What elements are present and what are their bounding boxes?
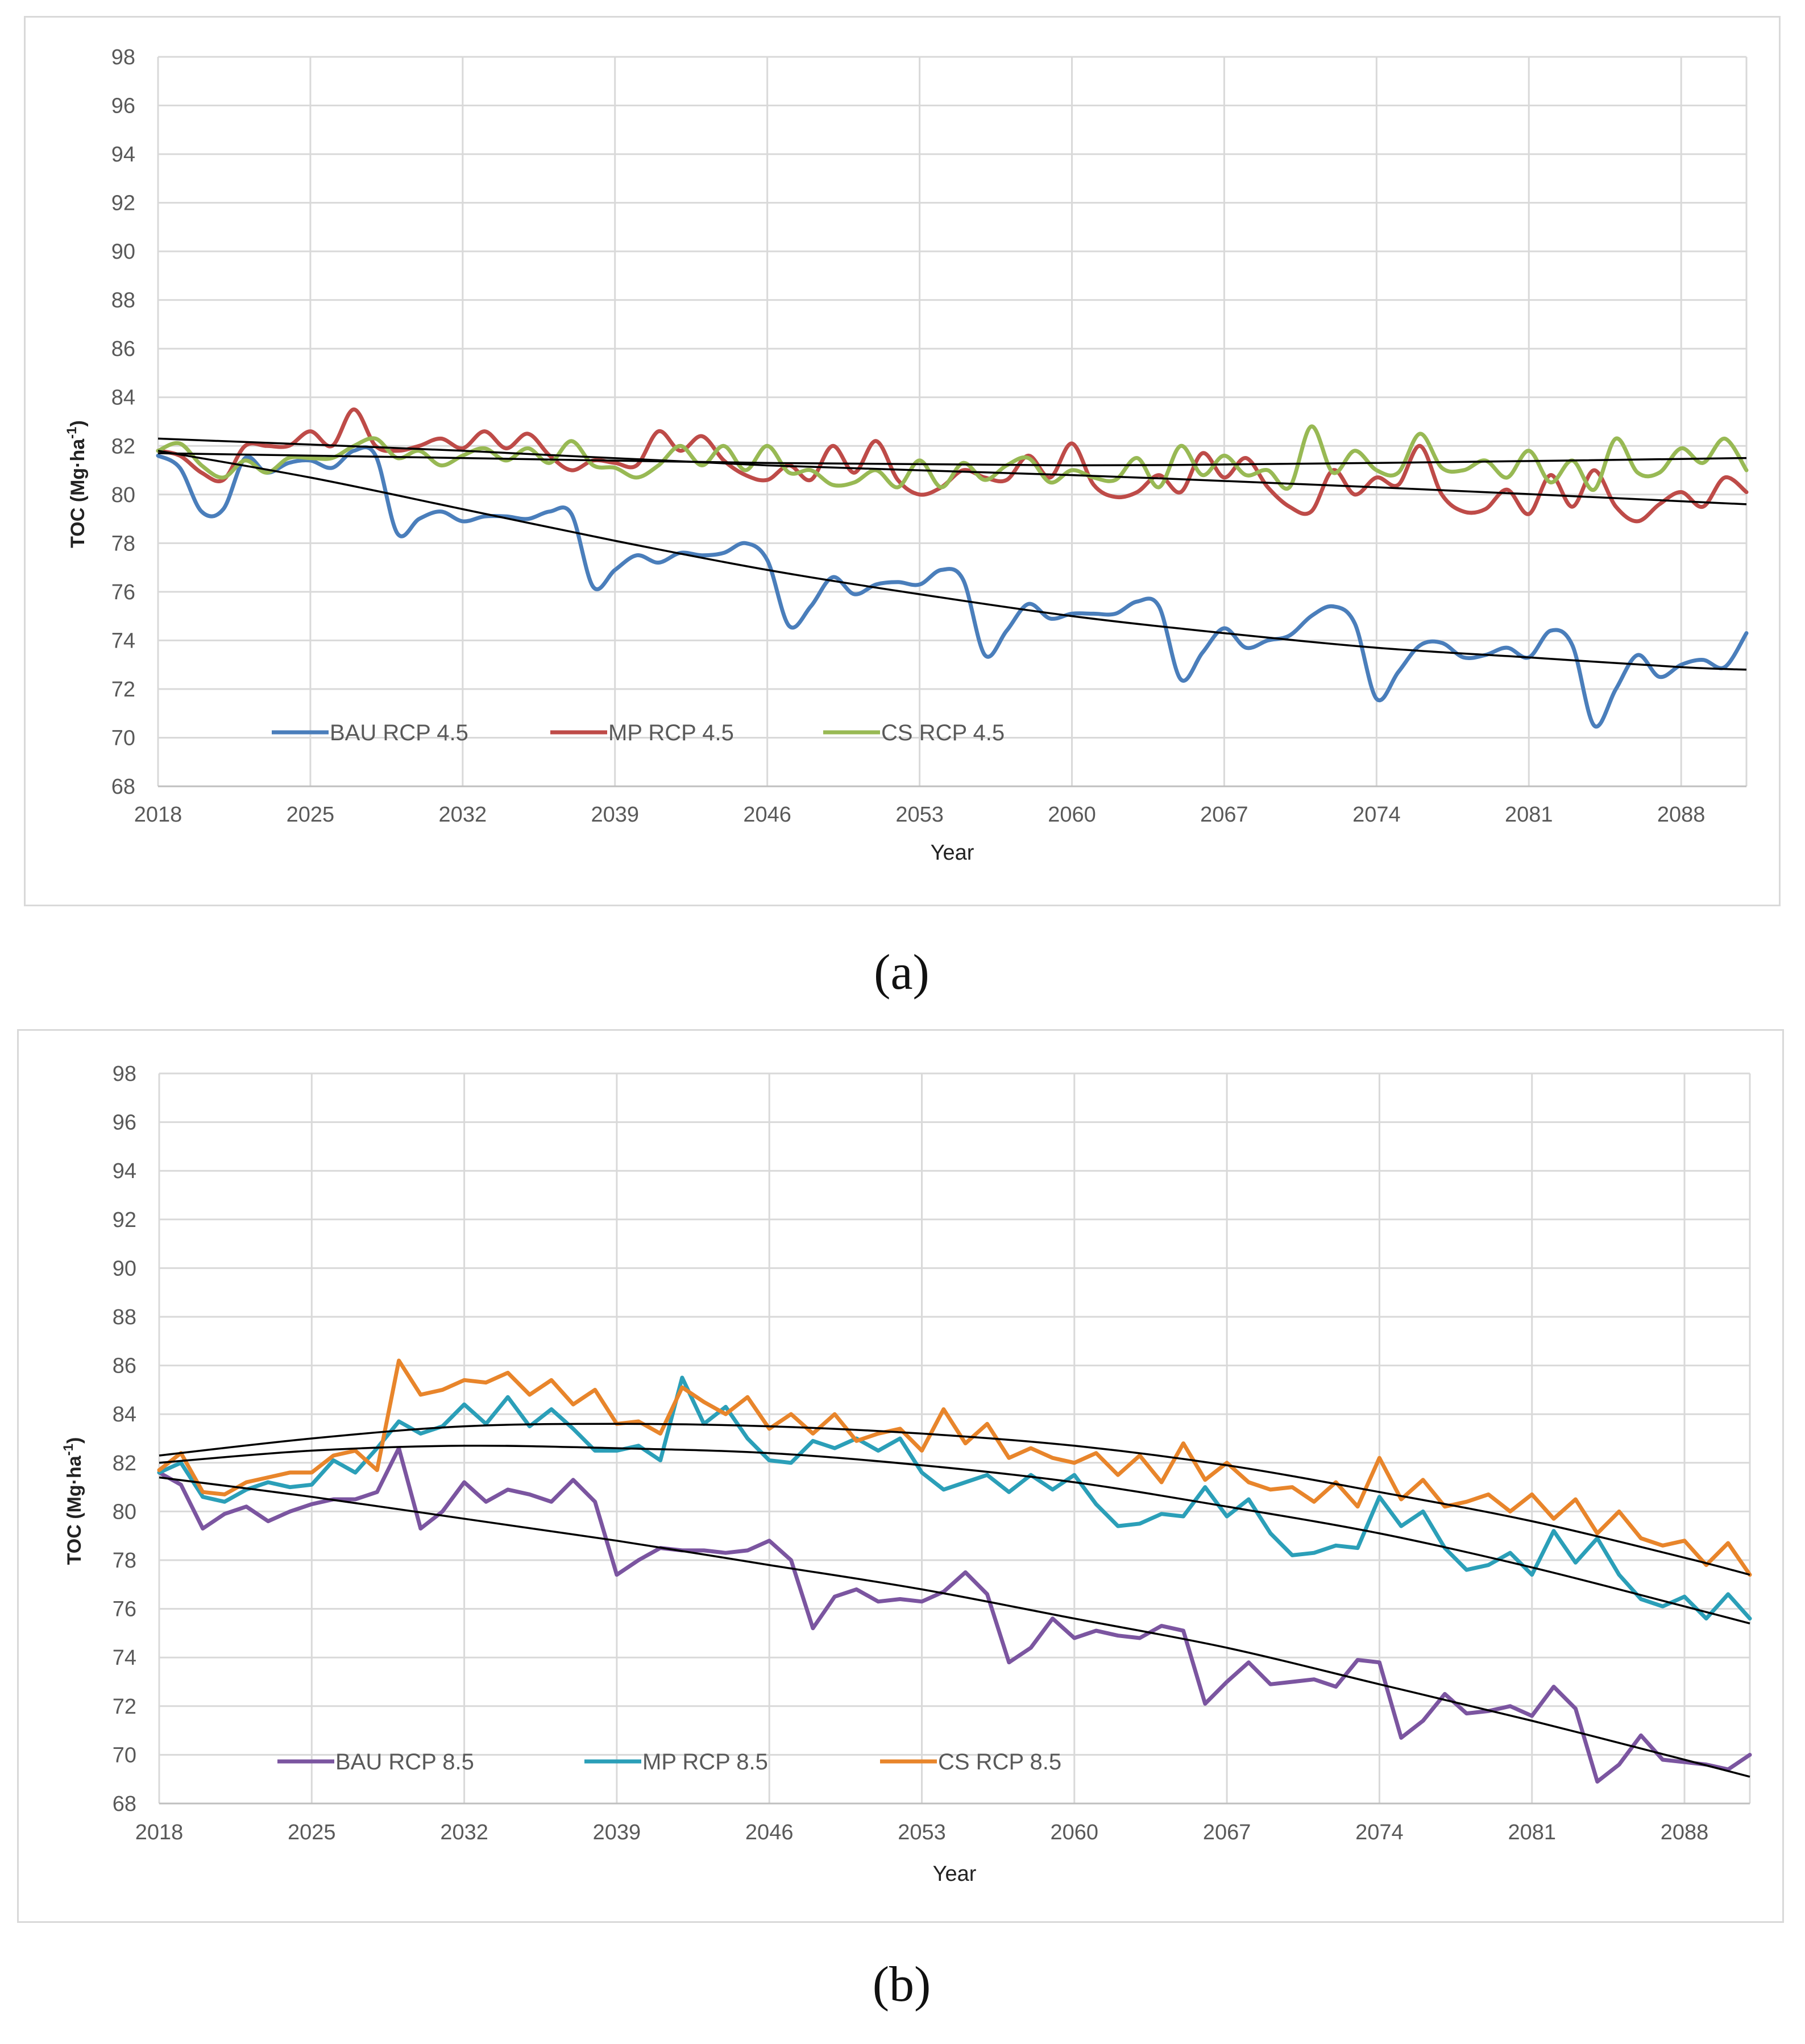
series-line-cs-rcp-8-5 bbox=[157, 1358, 1752, 1577]
y-tick-label: 96 bbox=[113, 1111, 136, 1135]
caption-b: (b) bbox=[872, 1957, 931, 2012]
x-tick-label: 2046 bbox=[743, 803, 791, 827]
y-tick-label: 96 bbox=[111, 94, 135, 118]
legend-label: CS RCP 8.5 bbox=[938, 1749, 1061, 1774]
trendline-mp-rcp-4-5 bbox=[157, 437, 1747, 505]
series-line-mp-rcp-8-5 bbox=[157, 1375, 1752, 1621]
y-tick-label: 82 bbox=[113, 1452, 136, 1475]
y-tick-label: 78 bbox=[111, 532, 135, 555]
trendline-cs-rcp-8-5 bbox=[159, 1423, 1750, 1576]
y-tick-label: 72 bbox=[111, 678, 135, 702]
x-tick-label: 2018 bbox=[135, 1821, 184, 1844]
caption-a: (a) bbox=[874, 945, 930, 1000]
x-tick-label: 2074 bbox=[1352, 803, 1401, 827]
x-tick-label: 2067 bbox=[1200, 803, 1248, 827]
series-line-cs-rcp-4-5 bbox=[156, 424, 1749, 492]
x-tick-label: 2067 bbox=[1203, 1821, 1251, 1844]
y-tick-label: 68 bbox=[111, 775, 135, 799]
x-tick-label: 2018 bbox=[134, 803, 182, 827]
y-tick-label: 80 bbox=[113, 1500, 136, 1524]
y-tick-label: 82 bbox=[111, 434, 135, 458]
x-tick-label: 2025 bbox=[287, 803, 335, 827]
legend-label: MP RCP 4.5 bbox=[608, 720, 734, 745]
y-tick-label: 68 bbox=[113, 1792, 136, 1816]
y-tick-label: 86 bbox=[113, 1354, 136, 1378]
y-tick-label: 70 bbox=[113, 1743, 136, 1767]
x-tick-label: 2074 bbox=[1355, 1821, 1404, 1844]
y-tick-label: 74 bbox=[113, 1646, 136, 1670]
y-axis-title: TOC (Mg·ha-1) bbox=[61, 1437, 85, 1565]
x-axis-title: Year bbox=[933, 1862, 977, 1886]
x-tick-label: 2032 bbox=[439, 803, 487, 827]
y-tick-label: 84 bbox=[111, 386, 135, 410]
y-tick-label: 74 bbox=[111, 629, 135, 653]
x-tick-label: 2088 bbox=[1661, 1821, 1709, 1844]
series-line-bau-rcp-8-5 bbox=[157, 1446, 1752, 1784]
y-tick-label: 94 bbox=[111, 143, 135, 167]
y-tick-label: 98 bbox=[113, 1062, 136, 1086]
y-tick-label: 92 bbox=[111, 192, 135, 215]
y-tick-label: 84 bbox=[113, 1403, 136, 1427]
legend-label: CS RCP 4.5 bbox=[881, 720, 1005, 745]
x-tick-label: 2025 bbox=[288, 1821, 336, 1844]
y-tick-label: 88 bbox=[113, 1305, 136, 1329]
y-tick-label: 72 bbox=[113, 1695, 136, 1719]
trendline-mp-rcp-8-5 bbox=[159, 1444, 1750, 1624]
y-tick-label: 78 bbox=[113, 1549, 136, 1573]
x-tick-label: 2039 bbox=[593, 1821, 641, 1844]
y-tick-label: 94 bbox=[113, 1159, 136, 1183]
y-tick-label: 80 bbox=[111, 483, 135, 507]
trendline-cs-rcp-4-5 bbox=[157, 452, 1747, 467]
chart-a-svg: 68 70 72 74 76 78 80 82 84 86 88 90 92 94 96 98 2018 2025… bbox=[64, 45, 1749, 865]
trendline-bau-rcp-8-5 bbox=[159, 1476, 1750, 1778]
y-tick-label: 88 bbox=[111, 289, 135, 313]
y-tick-label: 98 bbox=[111, 45, 135, 69]
x-tick-label: 2046 bbox=[745, 1821, 794, 1844]
x-tick-label: 2081 bbox=[1508, 1821, 1556, 1844]
y-tick-label: 92 bbox=[113, 1208, 136, 1232]
trendline-bau-rcp-4-5 bbox=[157, 450, 1747, 671]
x-tick-label: 2053 bbox=[895, 803, 944, 827]
x-tick-label: 2039 bbox=[591, 803, 639, 827]
x-tick-label: 2060 bbox=[1051, 1821, 1099, 1844]
chart-b-svg: 68 70 72 74 76 78 80 82 84 86 88 90 92 94 96 98 2018 2025… bbox=[61, 1062, 1752, 1886]
x-tick-label: 2060 bbox=[1048, 803, 1096, 827]
y-tick-label: 70 bbox=[111, 726, 135, 750]
y-tick-label: 90 bbox=[111, 240, 135, 264]
x-tick-label: 2081 bbox=[1505, 803, 1553, 827]
y-tick-label: 86 bbox=[111, 337, 135, 361]
y-tick-label: 90 bbox=[113, 1257, 136, 1280]
legend-label: BAU RCP 8.5 bbox=[335, 1749, 474, 1774]
y-tick-label: 76 bbox=[111, 581, 135, 604]
x-tick-label: 2088 bbox=[1657, 803, 1706, 827]
x-tick-label: 2032 bbox=[440, 1821, 488, 1844]
y-tick-label: 76 bbox=[113, 1598, 136, 1622]
y-axis-title: TOC (Mg·ha-1) bbox=[64, 420, 89, 548]
x-tick-label: 2053 bbox=[898, 1821, 946, 1844]
legend-label: BAU RCP 4.5 bbox=[330, 720, 468, 745]
x-axis-title: Year bbox=[931, 841, 974, 865]
legend-label: MP RCP 8.5 bbox=[642, 1749, 768, 1774]
